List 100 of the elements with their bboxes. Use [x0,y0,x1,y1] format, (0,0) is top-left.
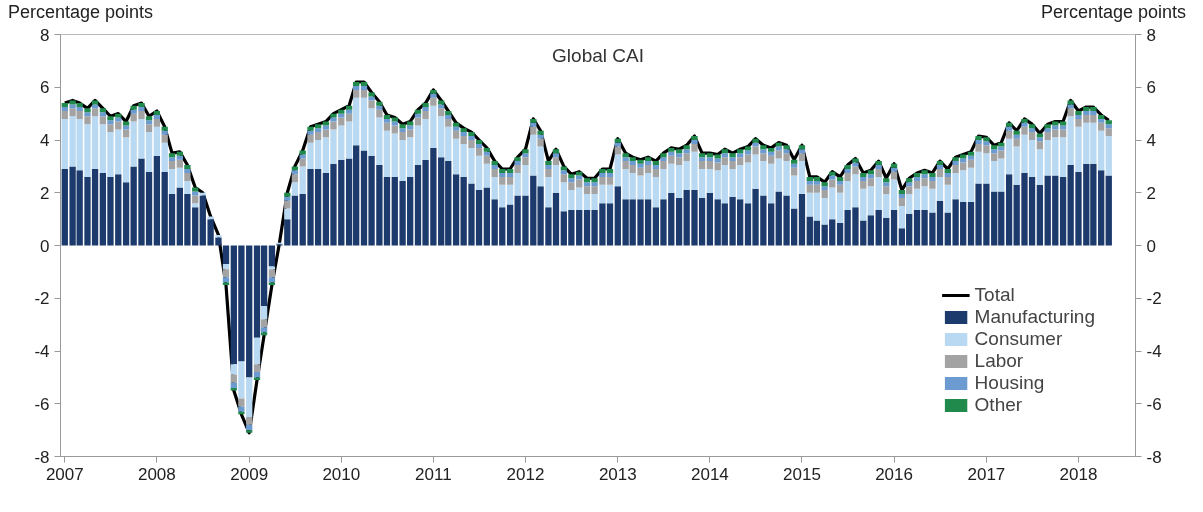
bar [99,108,107,113]
bar [706,157,714,162]
bar [691,140,698,144]
bar [391,117,398,122]
bar [284,192,291,197]
bar [438,104,445,109]
bar [153,114,161,119]
bar [499,172,506,177]
bar [438,100,445,105]
bar [791,163,798,168]
bar [867,170,874,175]
bar [721,153,728,158]
bar [184,169,191,173]
bar [560,174,567,183]
bar [1028,128,1036,133]
bar [890,209,898,246]
bar [890,163,898,168]
bar [545,165,552,170]
bar [422,103,429,108]
bar [560,170,567,175]
bar [683,149,690,154]
bar [698,161,706,170]
bar [675,149,683,154]
bar [1028,124,1036,129]
y2-axis-title: Percentage points [1040,1,1186,24]
bar [530,126,537,135]
bar [299,158,306,167]
bar [122,129,130,138]
bar [452,122,460,127]
bar [91,104,99,109]
bar [145,124,153,133]
bar [506,169,514,173]
bar [383,122,391,131]
bar [376,105,383,110]
bar [192,203,199,208]
bar [491,161,498,166]
bar [1036,149,1044,185]
bar [1021,118,1028,123]
text: Global CAI [552,44,644,66]
bar [253,364,261,373]
bar [560,166,567,171]
bar [698,153,706,158]
bar [222,269,230,278]
bar [898,198,906,206]
y-tick-label: -2 [34,289,50,309]
bar [230,382,237,388]
bar [852,162,859,167]
legend-label: Labor [974,350,1024,372]
bar [499,169,506,173]
bar [737,149,744,154]
legend-label: Manufacturing [974,306,1095,328]
bar [744,146,752,151]
bar [422,107,429,111]
bar [246,424,253,431]
bar [936,169,944,177]
bar [153,126,161,156]
bar [460,128,467,133]
bar [1036,133,1044,138]
bar [890,179,898,210]
bar [729,157,736,162]
legend-label: Housing [974,372,1045,394]
bar [698,157,706,162]
bar [368,100,375,109]
bar [867,215,874,246]
bar [483,155,491,164]
bar [145,116,153,121]
bar [284,208,291,220]
bar [483,163,491,188]
bar [706,161,714,170]
y-tick-label: -8 [34,447,50,467]
bar [153,118,161,127]
bar [99,112,107,117]
bar [345,105,353,110]
bar [99,116,107,125]
y2-tick-label: -4 [1146,342,1162,361]
bar [253,337,261,365]
bar [491,165,498,170]
y-tick-label: -4 [34,342,50,361]
bar [338,113,345,118]
bar [944,176,951,185]
bar [383,114,391,119]
bar [1059,125,1067,130]
x-tick-label: 2017 [967,464,1006,484]
bar [238,406,245,412]
bar [798,153,806,162]
bar [161,130,168,135]
bar [483,151,491,156]
bar [260,327,268,333]
bar [1005,138,1013,175]
x-tick-label: 2018 [1059,464,1098,484]
bar [906,178,913,183]
x-tick-label: 2012 [506,464,545,484]
bar [345,113,353,122]
bar [614,142,621,147]
bar [652,169,660,177]
bar [230,374,237,383]
bar [376,109,383,118]
bar [299,150,306,155]
bar [537,134,544,139]
bar [176,159,183,168]
